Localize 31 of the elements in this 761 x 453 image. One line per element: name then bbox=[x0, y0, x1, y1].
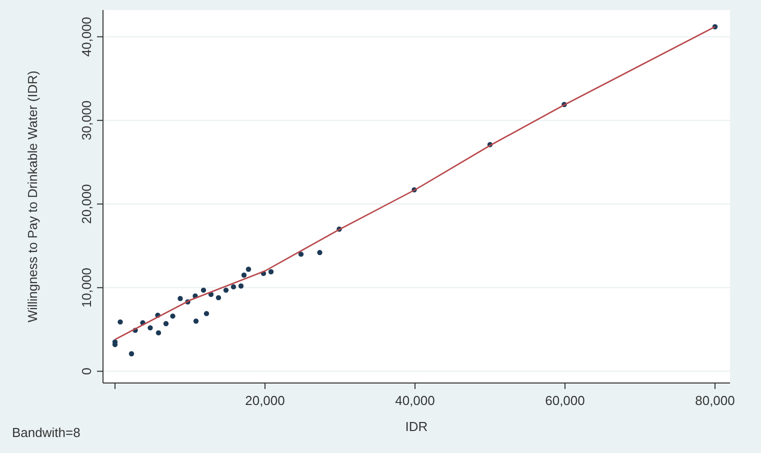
x-tick-label: 20,000 bbox=[245, 393, 285, 408]
y-tick-label: 20,000 bbox=[79, 184, 94, 224]
point bbox=[230, 284, 236, 290]
point bbox=[268, 269, 274, 274]
point bbox=[317, 250, 322, 256]
x-tick-label: 80,000 bbox=[695, 393, 735, 408]
point bbox=[178, 296, 183, 302]
point bbox=[298, 252, 304, 257]
x-axis-title: IDR bbox=[405, 419, 428, 434]
point bbox=[148, 325, 153, 330]
y-tick-label: 30,000 bbox=[79, 100, 94, 140]
text: Bandwith=8 bbox=[12, 425, 80, 440]
y-axis-title: Willingness to Pay to Drinkable Water (IDR) bbox=[25, 70, 40, 322]
point bbox=[200, 288, 206, 293]
point bbox=[238, 283, 244, 289]
point bbox=[246, 266, 252, 272]
x-tick-label: 40,000 bbox=[395, 393, 435, 408]
point bbox=[204, 310, 210, 316]
y-tick-label: 40,000 bbox=[79, 16, 94, 57]
point bbox=[128, 351, 134, 356]
y-tick-label: 0 bbox=[79, 368, 94, 375]
point bbox=[223, 288, 229, 293]
x-tick-label: 60,000 bbox=[545, 393, 585, 408]
point bbox=[156, 330, 162, 336]
point bbox=[170, 313, 176, 319]
point bbox=[118, 319, 123, 325]
point bbox=[193, 318, 199, 324]
point bbox=[241, 272, 247, 278]
y-tick-label: 10,000 bbox=[79, 268, 94, 308]
point bbox=[216, 295, 222, 300]
point bbox=[163, 321, 169, 326]
